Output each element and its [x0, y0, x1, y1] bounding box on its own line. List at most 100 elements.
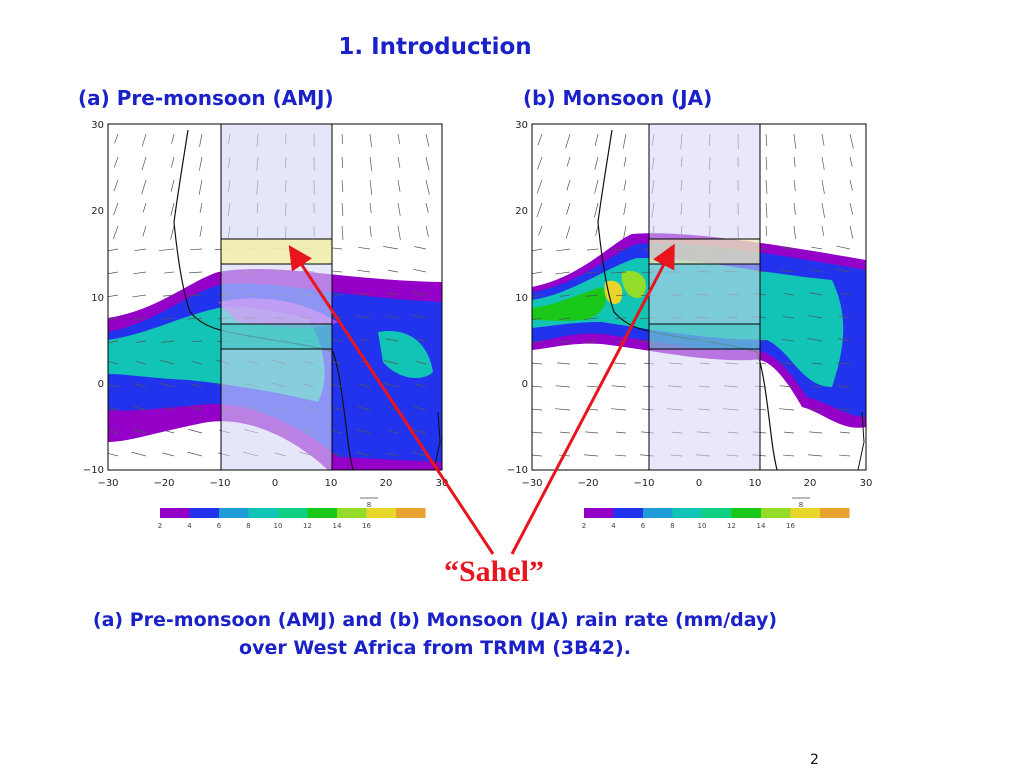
wind-vector: [555, 271, 571, 275]
wind-vector: [556, 385, 571, 388]
sahel-box: [648, 238, 761, 265]
wind-vector: [566, 156, 571, 167]
wind-vector: [566, 179, 571, 191]
wind-vector: [108, 383, 119, 388]
wind-vector: [821, 179, 825, 194]
colorbar-swatch: [584, 508, 614, 518]
sahel-annotation: “Sahel”: [444, 555, 545, 588]
colorbar-swatch: [820, 508, 850, 518]
wind-vector: [783, 454, 795, 457]
wind-vector: [133, 271, 147, 275]
y-tick-label: −10: [83, 465, 104, 476]
wind-vector: [159, 248, 175, 251]
wind-vector: [134, 383, 147, 388]
panel-b-title: (b) Monsoon (JA): [523, 86, 713, 110]
y-tick-label: −10: [507, 465, 528, 476]
wind-vector: [838, 338, 851, 342]
wind-vector: [594, 202, 599, 218]
wind-vector: [532, 362, 543, 365]
wind-vector: [793, 202, 796, 215]
wind-vector: [397, 156, 401, 168]
colorbar-label: 8: [246, 522, 250, 530]
wind-vector: [108, 294, 119, 298]
wind-vector: [594, 179, 599, 194]
x-tick-label: −10: [209, 478, 230, 489]
colorbar-swatch: [702, 508, 732, 518]
y-tick-label: 10: [91, 293, 104, 304]
colorbar-label: 10: [698, 522, 707, 530]
wind-vector: [135, 360, 147, 365]
wind-vector: [594, 133, 599, 146]
x-tick-label: 20: [380, 478, 393, 489]
coast-box: [648, 323, 761, 350]
colorbar-label: 12: [727, 522, 736, 530]
wind-vector: [793, 133, 797, 149]
colorbar-swatch: [790, 508, 820, 518]
wind-vector: [839, 454, 851, 457]
colorbar-swatch: [613, 508, 643, 518]
wind-vector: [170, 179, 175, 192]
wind-vector: [532, 385, 543, 388]
wind-vector: [132, 294, 147, 298]
wind-vector: [108, 407, 119, 411]
wind-vector: [113, 156, 119, 168]
wind-vector: [588, 362, 599, 365]
colorbar-swatch: [643, 508, 673, 518]
wind-vector: [425, 179, 430, 195]
wind-vector: [199, 202, 203, 213]
wind-vector: [810, 408, 823, 411]
wind-vector: [131, 451, 147, 457]
wind-vector: [397, 202, 401, 216]
wind-vector: [142, 225, 147, 237]
colorbar-label: 12: [303, 522, 312, 530]
panel-a-rain-map: 30 20 10 0 −10 −30 −20 −10 0 10 20 30 8 …: [83, 120, 448, 530]
wind-vector: [113, 179, 119, 192]
wind-vector: [142, 202, 147, 213]
wind-vector: [784, 431, 795, 434]
y-tick-label: 20: [91, 206, 104, 217]
wind-vector: [765, 156, 768, 170]
wind-vector: [141, 179, 147, 195]
wind-vector: [811, 246, 823, 250]
colorbar-swatch: [278, 508, 308, 518]
wind-vector: [849, 225, 854, 239]
wind-vector: [538, 225, 543, 236]
wind-vector: [780, 246, 795, 250]
wind-vector: [821, 202, 825, 218]
wind-vector: [131, 317, 147, 321]
wind-vector: [170, 202, 175, 216]
wind-vector: [160, 360, 175, 365]
wind-vector: [163, 429, 175, 434]
wind-vector: [809, 431, 823, 434]
wind-vector: [108, 248, 119, 252]
x-tick-label: 20: [804, 478, 817, 489]
wind-vector: [108, 340, 119, 344]
wind-vector: [811, 385, 823, 388]
wind-vector: [397, 225, 401, 240]
wind-vector: [171, 133, 175, 144]
wind-vector: [369, 133, 372, 147]
colorbar-swatch: [672, 508, 702, 518]
wind-vector: [133, 406, 147, 411]
wind-vector: [809, 292, 823, 296]
wind-vector: [765, 179, 768, 194]
x-tick-label: −20: [577, 478, 598, 489]
wind-vector: [188, 429, 203, 434]
wind-vector: [595, 225, 599, 236]
wind-vector: [397, 179, 401, 192]
wind-vector: [425, 202, 429, 213]
wind-vector: [425, 133, 430, 147]
wind-vector: [587, 248, 599, 251]
wind-vector: [188, 294, 203, 297]
wind-vector: [159, 382, 175, 388]
colorbar-swatch: [761, 508, 791, 518]
colorbar-swatch: [731, 508, 761, 518]
wind-vector: [341, 156, 344, 168]
x-tick-label: 10: [749, 478, 762, 489]
wind-vector: [836, 245, 851, 250]
wind-vector: [199, 133, 203, 147]
colorbar-swatch: [307, 508, 337, 518]
wind-vector: [187, 451, 203, 457]
colorbar-label: 16: [362, 522, 371, 530]
wind-vector: [781, 362, 795, 365]
